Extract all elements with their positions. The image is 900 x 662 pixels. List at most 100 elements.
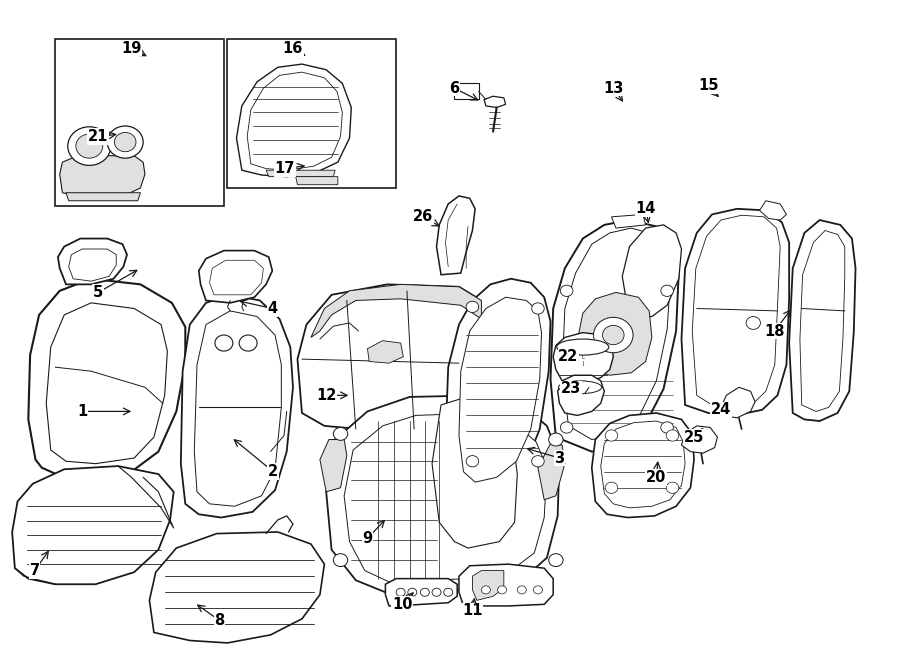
Circle shape <box>534 586 543 594</box>
Polygon shape <box>789 220 856 421</box>
Circle shape <box>498 586 507 594</box>
Polygon shape <box>367 341 403 363</box>
Circle shape <box>432 589 441 596</box>
Polygon shape <box>472 571 504 600</box>
Text: 21: 21 <box>88 129 109 144</box>
Circle shape <box>602 325 624 345</box>
Text: 11: 11 <box>463 603 482 618</box>
Circle shape <box>561 285 573 297</box>
Text: 18: 18 <box>764 324 785 338</box>
Polygon shape <box>562 228 670 440</box>
Text: 7: 7 <box>30 563 40 578</box>
Polygon shape <box>248 72 342 170</box>
Text: 20: 20 <box>646 470 667 485</box>
Text: 17: 17 <box>274 161 295 176</box>
Ellipse shape <box>557 339 608 355</box>
Circle shape <box>549 553 563 567</box>
Circle shape <box>666 430 679 441</box>
Polygon shape <box>551 220 679 451</box>
Circle shape <box>408 589 417 596</box>
Polygon shape <box>681 426 717 453</box>
Circle shape <box>549 433 563 446</box>
Circle shape <box>215 335 233 351</box>
Polygon shape <box>436 196 475 275</box>
Polygon shape <box>344 413 547 582</box>
Circle shape <box>482 586 490 594</box>
Polygon shape <box>58 238 127 285</box>
Circle shape <box>76 134 103 158</box>
Text: 14: 14 <box>635 201 656 216</box>
Polygon shape <box>459 297 542 482</box>
Text: 26: 26 <box>413 209 433 224</box>
Circle shape <box>661 422 673 433</box>
Bar <box>55 39 224 207</box>
Polygon shape <box>310 285 482 338</box>
Polygon shape <box>320 440 346 492</box>
Circle shape <box>420 589 429 596</box>
Circle shape <box>666 482 679 493</box>
Circle shape <box>605 482 617 493</box>
Circle shape <box>239 335 257 351</box>
Text: L
J: L J <box>581 355 584 366</box>
Circle shape <box>561 422 573 433</box>
Polygon shape <box>13 466 174 585</box>
Circle shape <box>68 127 111 166</box>
Text: 1: 1 <box>77 404 87 419</box>
Polygon shape <box>459 564 554 606</box>
Polygon shape <box>446 279 551 496</box>
Bar <box>228 39 396 188</box>
Circle shape <box>333 428 347 440</box>
Text: 5: 5 <box>94 285 104 300</box>
Polygon shape <box>149 532 324 643</box>
Polygon shape <box>554 332 613 383</box>
Polygon shape <box>800 230 845 411</box>
Text: 15: 15 <box>698 78 718 93</box>
Polygon shape <box>194 311 282 506</box>
Polygon shape <box>68 249 116 281</box>
Circle shape <box>466 301 479 312</box>
Polygon shape <box>578 293 652 375</box>
Polygon shape <box>385 579 457 606</box>
Text: 19: 19 <box>122 40 141 56</box>
Polygon shape <box>558 375 604 416</box>
Polygon shape <box>484 96 506 107</box>
Text: 23: 23 <box>561 381 581 397</box>
Circle shape <box>114 132 136 152</box>
Polygon shape <box>592 413 694 518</box>
Circle shape <box>532 303 544 314</box>
Polygon shape <box>46 303 167 463</box>
Text: 13: 13 <box>603 81 624 96</box>
Polygon shape <box>760 201 787 220</box>
Text: 3: 3 <box>554 451 564 465</box>
Polygon shape <box>199 251 273 303</box>
Text: 25: 25 <box>684 430 704 445</box>
Polygon shape <box>692 215 780 407</box>
Circle shape <box>396 589 405 596</box>
Polygon shape <box>538 444 565 500</box>
Text: 2: 2 <box>268 464 278 479</box>
Text: 10: 10 <box>392 597 413 612</box>
Circle shape <box>532 455 544 467</box>
Polygon shape <box>237 64 351 177</box>
Circle shape <box>444 589 453 596</box>
Polygon shape <box>611 214 645 228</box>
Text: 4: 4 <box>267 301 277 316</box>
Circle shape <box>518 586 526 594</box>
Polygon shape <box>59 156 145 196</box>
Text: 12: 12 <box>316 388 337 402</box>
Text: 6: 6 <box>449 81 460 96</box>
Polygon shape <box>181 295 293 518</box>
Text: 16: 16 <box>283 40 303 56</box>
Circle shape <box>661 285 673 297</box>
Polygon shape <box>298 285 486 429</box>
Text: 8: 8 <box>214 613 224 628</box>
Polygon shape <box>266 170 335 177</box>
Ellipse shape <box>559 381 601 394</box>
Circle shape <box>746 316 760 330</box>
Polygon shape <box>296 177 338 185</box>
Polygon shape <box>66 193 140 201</box>
Circle shape <box>333 553 347 567</box>
Polygon shape <box>28 279 185 477</box>
Text: 22: 22 <box>558 350 579 364</box>
Circle shape <box>466 455 479 467</box>
